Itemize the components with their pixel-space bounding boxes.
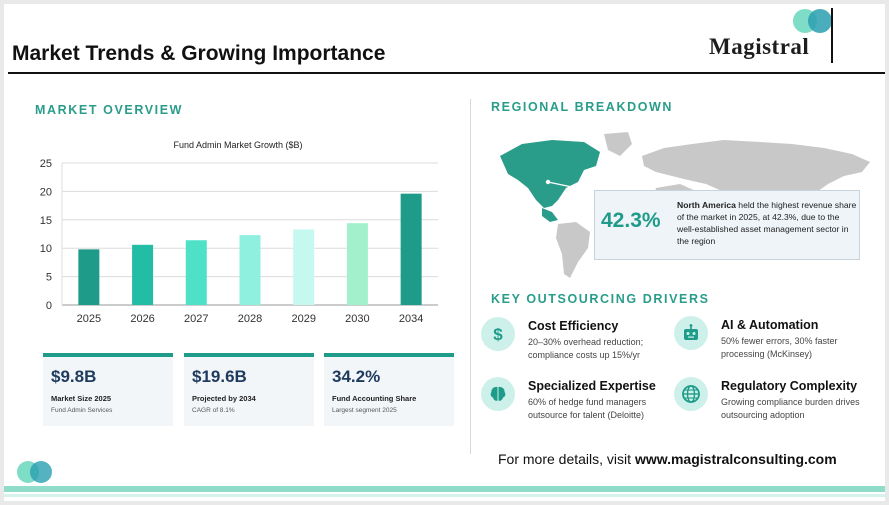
bar-2027 (185, 240, 207, 305)
kpi-label: Projected by 2034 (192, 394, 256, 403)
drivers-heading: KEY OUTSOURCING DRIVERS (491, 292, 710, 306)
x-tick-label: 2025 (77, 313, 101, 325)
market-growth-chart: Fund Admin Market Growth ($B) 2025 2026 20… (40, 140, 438, 325)
robot-icon (674, 316, 708, 350)
regional-description: held the highest revenue share of the ma… (677, 200, 857, 246)
logo-circles-icon (793, 9, 832, 33)
regional-breakdown-heading: REGIONAL BREAKDOWN (491, 100, 674, 114)
y-tick-label: 15 (40, 215, 52, 227)
kpi-card-accounting-share: 34.2% Fund Accounting Share Largest segm… (324, 353, 454, 426)
kpi-label: Fund Accounting Share (332, 394, 417, 403)
driver-specialized-expertise: Specialized Expertise 60% of hedge fund … (481, 377, 671, 427)
kpi-value: $9.8B (51, 367, 97, 386)
brain-icon (481, 377, 515, 411)
driver-title: Regulatory Complexity (721, 379, 858, 393)
x-tick-label: 2029 (291, 313, 315, 325)
kpi-sub: Fund Admin Services (51, 407, 113, 414)
bar-2025 (78, 249, 100, 305)
x-tick-label: 2034 (399, 313, 423, 325)
kpi-sub: Largest segment 2025 (332, 407, 397, 414)
driver-cost-efficiency: $ Cost Efficiency 20–30% overhead reduct… (481, 317, 671, 367)
x-tick-label: 2027 (184, 313, 208, 325)
footer-logo-circles-icon (17, 461, 52, 483)
kpi-value: 34.2% (332, 367, 381, 386)
driver-desc: Growing compliance burden drives outsour… (721, 397, 860, 420)
y-tick-label: 20 (40, 186, 52, 198)
regional-text: North America held the highest revenue s… (677, 199, 857, 247)
bar-2026 (132, 244, 154, 305)
bar-2028 (239, 235, 261, 305)
driver-desc: 60% of hedge fund managers outsource for… (528, 397, 647, 420)
title-rule (8, 72, 885, 74)
footer-link[interactable]: www.magistralconsulting.com (634, 451, 837, 467)
logo-bar (831, 8, 833, 63)
footer-band-light (4, 494, 885, 497)
bar-2034 (400, 193, 422, 305)
kpi-label: Market Size 2025 (51, 394, 112, 403)
svg-text:$: $ (493, 325, 503, 344)
x-tick-label: 2026 (130, 313, 154, 325)
x-tick-label: 2028 (238, 313, 262, 325)
y-tick-label: 5 (46, 272, 52, 284)
footer-band (4, 486, 885, 492)
driver-regulatory-complexity: Regulatory Complexity Growing compliance… (674, 377, 864, 427)
kpi-sub: CAGR of 8.1% (192, 407, 235, 414)
y-tick-label: 10 (40, 243, 52, 255)
footer-text: For more details, visit www.magistralcon… (498, 451, 837, 467)
dollar-icon: $ (481, 317, 515, 351)
driver-desc: 20–30% overhead reduction; compliance co… (528, 337, 644, 360)
footer-prefix: For more details, visit (498, 451, 635, 467)
chart-title: Fund Admin Market Growth ($B) (173, 140, 302, 150)
column-divider (470, 99, 471, 454)
regional-percent: 42.3% (601, 209, 661, 232)
driver-ai-automation: AI & Automation 50% fewer errors, 30% fa… (674, 316, 864, 366)
kpi-value: $19.6B (192, 367, 247, 386)
bar-2029 (293, 229, 315, 305)
globe-icon (674, 377, 708, 411)
x-tick-label: 2030 (345, 313, 369, 325)
y-tick-label: 0 (46, 300, 52, 312)
region-name: North America (677, 200, 736, 210)
logo-text: Magistral (709, 34, 810, 59)
slide: Market Trends & Growing Importance Magis… (4, 4, 885, 501)
bar-2030 (346, 223, 368, 305)
page-title: Market Trends & Growing Importance (12, 42, 386, 65)
kpi-card-market-size: $9.8B Market Size 2025 Fund Admin Servic… (43, 353, 173, 426)
driver-title: AI & Automation (721, 318, 819, 332)
y-tick-label: 25 (40, 158, 52, 170)
kpi-card-projected: $19.6B Projected by 2034 CAGR of 8.1% (184, 353, 314, 426)
driver-desc: 50% fewer errors, 30% faster processing … (721, 336, 838, 359)
driver-title: Cost Efficiency (528, 319, 619, 333)
driver-title: Specialized Expertise (528, 379, 656, 393)
market-overview-heading: MARKET OVERVIEW (35, 103, 184, 117)
logo: Magistral (709, 4, 839, 70)
regional-callout: 42.3% North America held the highest rev… (594, 190, 860, 260)
